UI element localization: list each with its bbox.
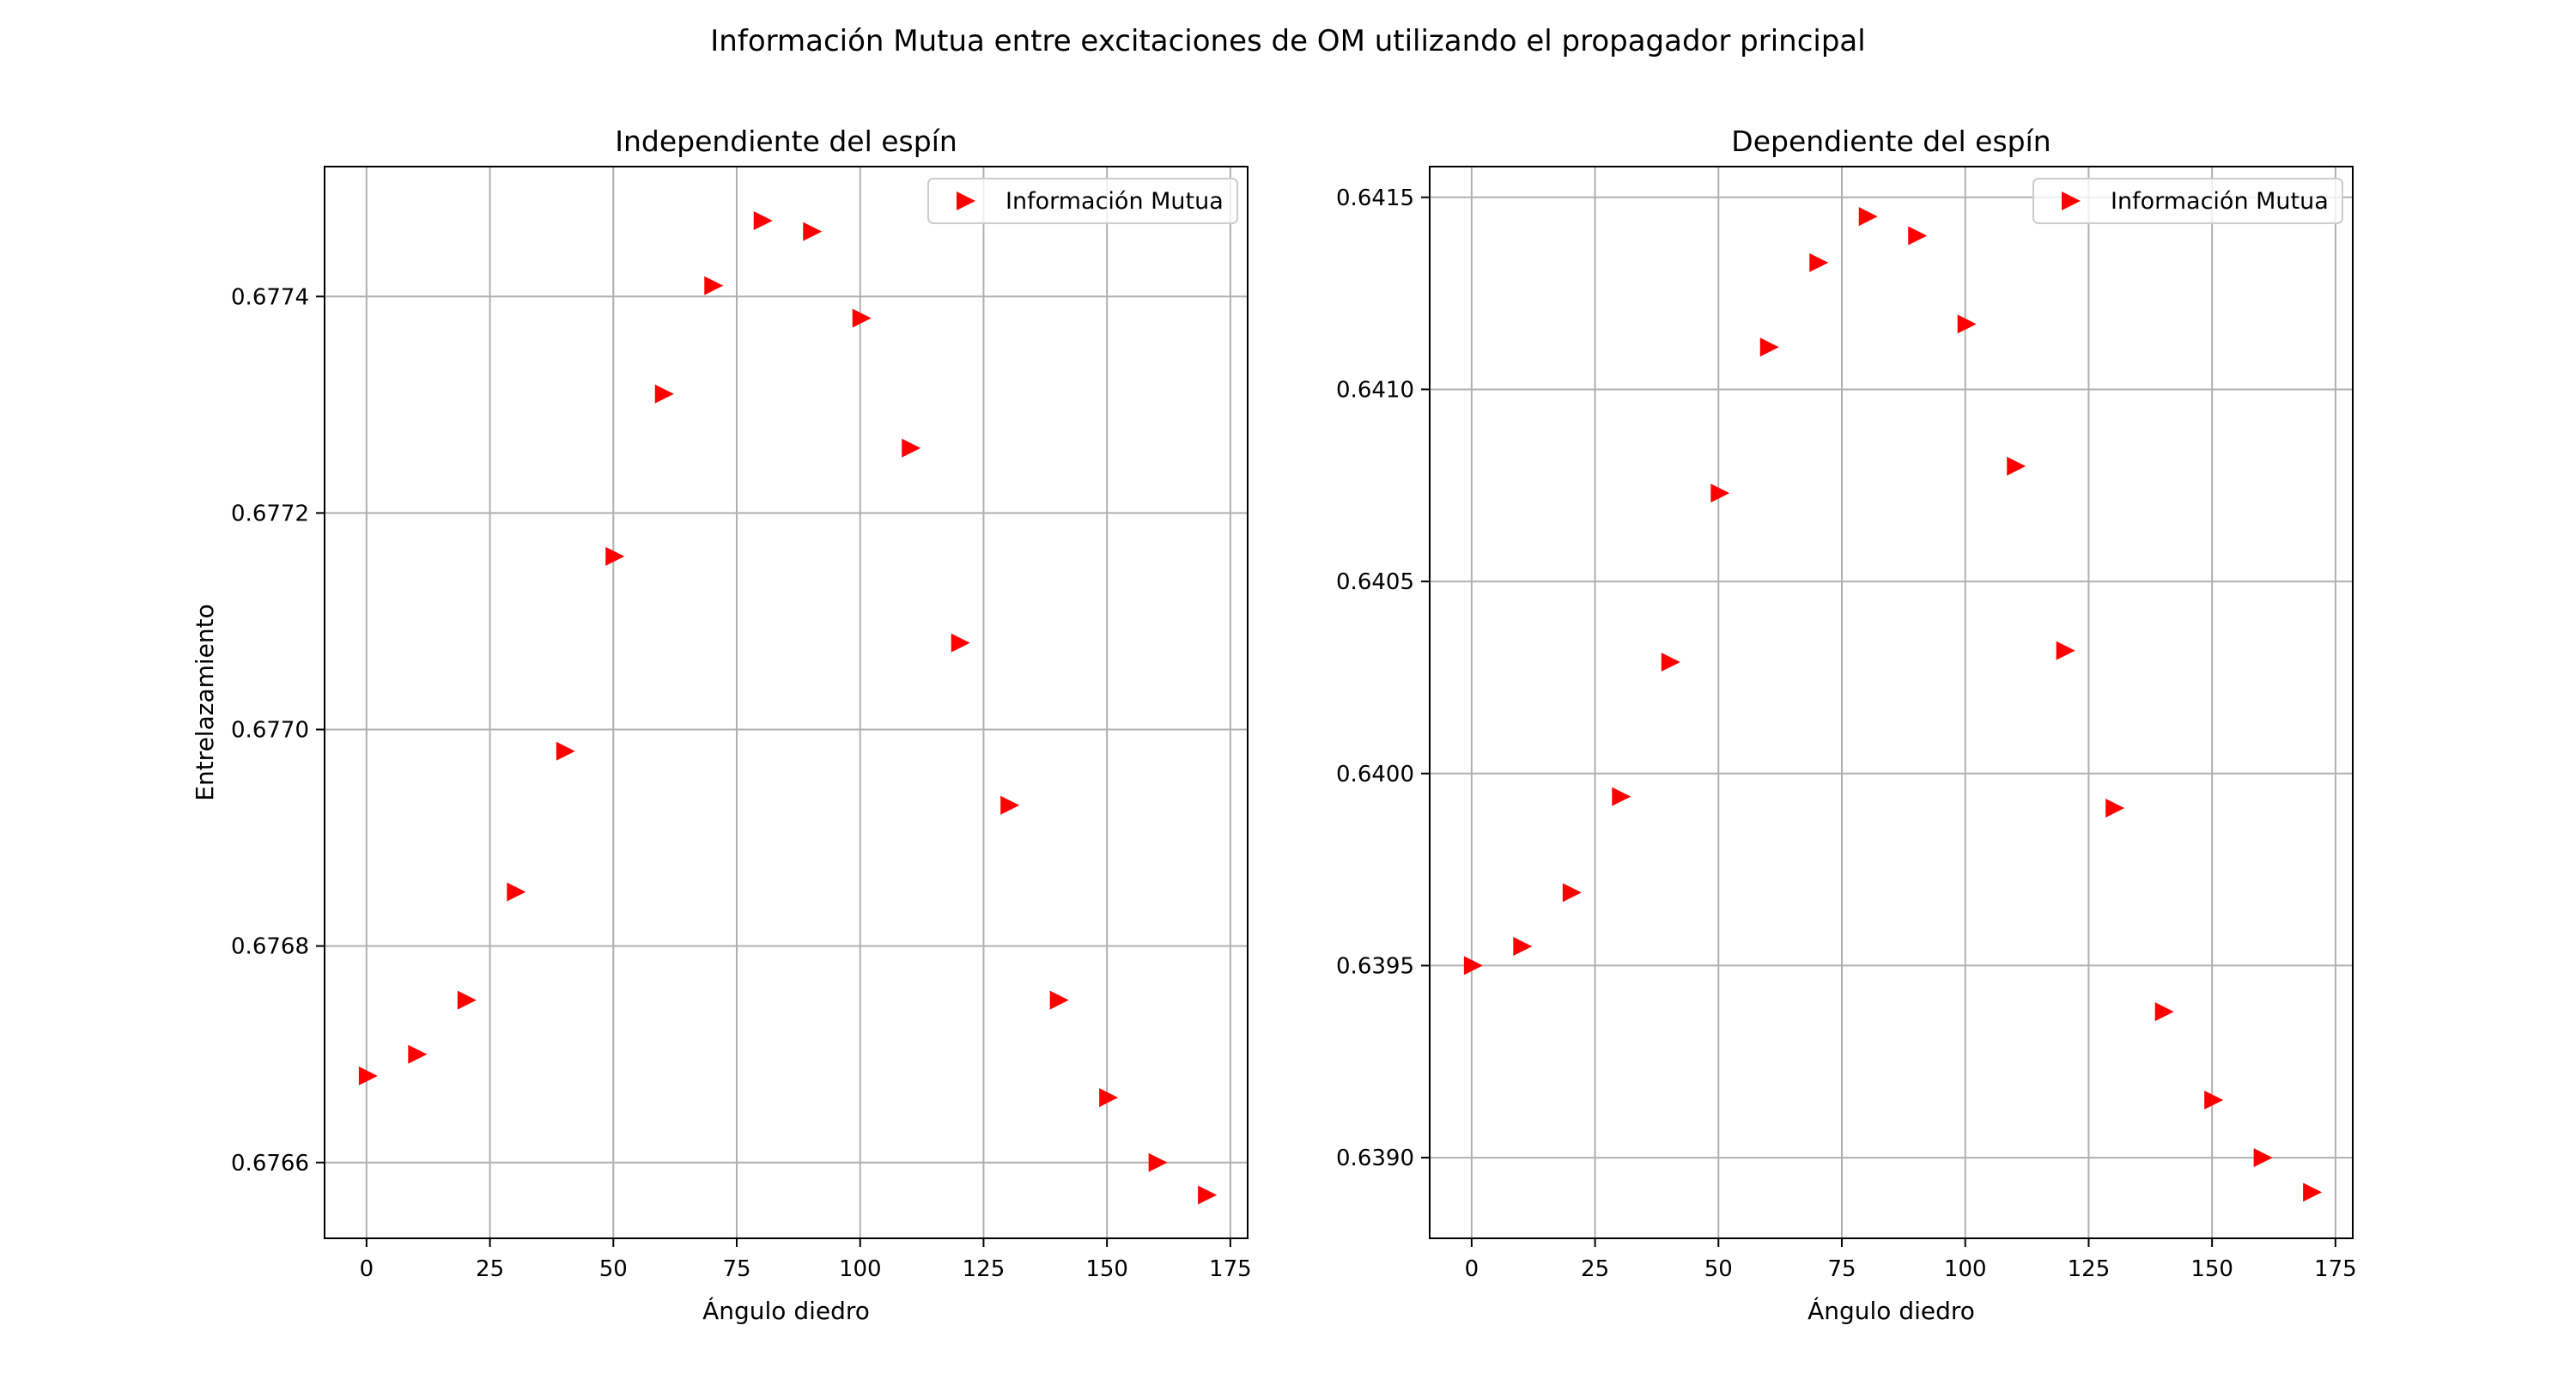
data-point <box>1908 226 1928 246</box>
data-point <box>1148 1152 1168 1172</box>
subplot-title: Independiente del espín <box>615 125 957 158</box>
data-point <box>1661 653 1680 672</box>
x-tick-label: 150 <box>2190 1256 2233 1282</box>
x-tick-label: 0 <box>1465 1256 1479 1282</box>
data-point <box>1612 787 1631 806</box>
x-tick-label: 25 <box>1581 1256 1609 1282</box>
y-tick-label: 0.6774 <box>231 284 309 310</box>
data-point <box>2056 641 2075 660</box>
data-point <box>2154 1002 2174 1022</box>
legend: Información Mutua <box>927 178 1238 224</box>
y-tick-label: 0.6415 <box>1336 185 1414 211</box>
x-tick-label: 50 <box>1704 1256 1733 1282</box>
data-point <box>2253 1148 2273 1168</box>
x-tick-label: 175 <box>2314 1256 2357 1282</box>
data-point <box>507 882 526 902</box>
legend-label: Información Mutua <box>1005 188 1224 215</box>
data-point <box>1957 314 1977 334</box>
y-tick-label: 0.6768 <box>231 934 309 960</box>
y-tick-label: 0.6390 <box>1336 1146 1414 1171</box>
legend-marker-icon <box>2062 192 2081 210</box>
data-point <box>1463 956 1483 976</box>
y-tick-label: 0.6766 <box>231 1151 309 1176</box>
legend: Información Mutua <box>2032 178 2343 224</box>
y-axis-label: Entrelazamiento <box>191 604 219 800</box>
data-point <box>2007 456 2026 476</box>
subplot-1: 0 25 50 75 100 125 150 175 0.6766 0.6768 0.6770 0.6… <box>191 125 1252 1325</box>
data-point <box>556 741 575 761</box>
x-tick-label: 75 <box>722 1256 750 1282</box>
y-tick-label: 0.6772 <box>231 501 309 526</box>
data-point <box>951 633 970 653</box>
y-tick-label: 0.6400 <box>1336 762 1414 787</box>
x-tick-label: 125 <box>2068 1256 2111 1282</box>
y-tick-label: 0.6770 <box>231 718 309 744</box>
data-point <box>2105 799 2125 818</box>
x-tick-label: 75 <box>1827 1256 1856 1282</box>
y-tick-label: 0.6405 <box>1336 569 1414 595</box>
data-point <box>753 211 773 231</box>
axes-frame <box>324 166 1249 1239</box>
data-point <box>803 222 823 241</box>
x-tick-label: 150 <box>1085 1256 1128 1282</box>
data-point <box>1710 483 1730 503</box>
data-point <box>902 438 921 458</box>
data-point <box>1809 252 1829 272</box>
subplot-2: 0 25 50 75 100 125 150 175 0.6390 0.6395 0.6400 0.6… <box>1336 125 2357 1325</box>
x-tick-label: 125 <box>963 1256 1005 1282</box>
data-point <box>1562 883 1582 903</box>
data-point <box>408 1044 428 1064</box>
data-point <box>358 1066 378 1085</box>
figure-title: Información Mutua entre excitaciones de … <box>710 24 1866 58</box>
x-tick-label: 175 <box>1209 1256 1252 1282</box>
data-point <box>605 546 625 566</box>
data-point <box>1759 337 1779 357</box>
axes-frame <box>1429 166 2354 1239</box>
x-tick-label: 50 <box>599 1256 628 1282</box>
data-point <box>1000 795 1020 815</box>
data-point <box>2204 1090 2224 1110</box>
legend-label: Información Mutua <box>2111 188 2329 215</box>
x-axis-label: Ángulo diedro <box>702 1296 870 1325</box>
x-axis-label: Ángulo diedro <box>1807 1296 1975 1325</box>
data-point <box>1099 1088 1119 1108</box>
data-point <box>654 384 674 404</box>
x-tick-label: 25 <box>476 1256 504 1282</box>
data-point <box>852 308 872 328</box>
x-tick-label: 100 <box>839 1256 882 1282</box>
legend-marker-icon <box>957 192 975 210</box>
data-point <box>1198 1185 1218 1205</box>
data-point <box>704 276 724 295</box>
data-point <box>1858 207 1878 227</box>
subplot-title: Dependiente del espín <box>1731 125 2050 158</box>
legend-box <box>2032 178 2343 224</box>
data-point <box>1513 937 1533 957</box>
y-tick-label: 0.6395 <box>1336 953 1414 979</box>
data-point <box>2303 1182 2323 1202</box>
legend-box <box>927 178 1238 224</box>
y-tick-label: 0.6410 <box>1336 377 1414 403</box>
x-tick-label: 100 <box>1944 1256 1987 1282</box>
data-point <box>1049 990 1069 1010</box>
data-point <box>457 990 477 1010</box>
x-tick-label: 0 <box>360 1256 374 1282</box>
